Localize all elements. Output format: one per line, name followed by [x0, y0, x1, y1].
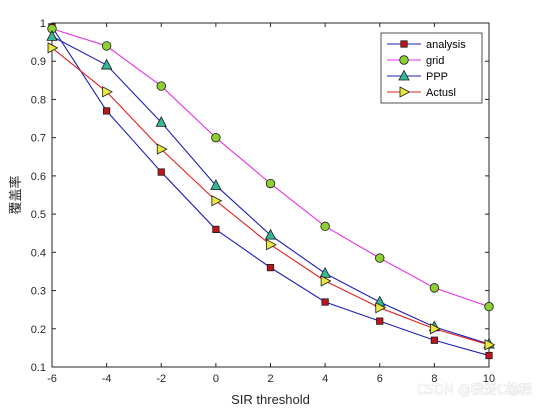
data-point [212, 225, 220, 233]
x-tick-label: 4 [322, 373, 328, 385]
x-tick-label: -2 [156, 373, 166, 385]
data-point [375, 253, 385, 263]
data-point [211, 195, 223, 207]
legend-marker [398, 69, 410, 81]
data-point [211, 132, 221, 143]
data-point [210, 179, 222, 190]
y-tick-label: 1 [40, 18, 46, 30]
legend-label: analysis [426, 39, 466, 51]
x-tick-label: 10 [483, 373, 495, 385]
legend-item: PPP [387, 69, 448, 83]
legend-item: Actusl [387, 86, 456, 99]
data-point [264, 228, 277, 240]
legend-marker [399, 86, 411, 98]
legend-item: analysis [387, 39, 466, 51]
data-point [46, 30, 58, 41]
series-actusl [47, 42, 496, 351]
x-tick-label: 8 [431, 373, 437, 385]
legend: analysis grid PPP Actusl [380, 32, 483, 104]
x-tick-label: 0 [213, 373, 219, 385]
data-point [101, 41, 112, 51]
series-grid [47, 24, 494, 312]
legend-box [380, 32, 483, 104]
data-point [321, 298, 329, 306]
x-tick-label: 6 [377, 373, 383, 385]
y-tick-label: 0.1 [31, 362, 46, 374]
y-tick-label: 0.8 [31, 94, 46, 106]
data-point [266, 239, 277, 251]
data-point [484, 339, 496, 351]
x-axis-label: SIR threshold [231, 392, 310, 407]
data-point [156, 143, 168, 155]
data-point [156, 81, 166, 91]
axis-ticks: -6 -4 -2 0 2 4 6 8 10 0.1 0.2 0.3 0.4 0.5 0.6 0.7 0.8 0.9… [31, 18, 495, 385]
legend-marker [399, 55, 409, 65]
series-layer [46, 23, 496, 360]
x-tick-label: -4 [102, 373, 112, 385]
data-point [100, 58, 113, 70]
legend-label: grid [426, 55, 444, 67]
y-tick-label: 0.5 [31, 209, 46, 221]
data-point [484, 301, 494, 312]
y-tick-label: 0.6 [31, 171, 46, 183]
y-tick-label: 0.2 [31, 324, 46, 336]
data-point [103, 107, 111, 115]
y-tick-label: 0.9 [31, 56, 46, 68]
legend-label: PPP [426, 71, 448, 83]
data-point [155, 116, 167, 127]
data-point [485, 351, 493, 360]
data-point [157, 168, 165, 176]
data-point [376, 317, 384, 325]
data-point [265, 178, 276, 189]
y-tick-label: 0.3 [31, 286, 46, 298]
data-point [102, 86, 113, 98]
y-tick-label: 0.7 [31, 133, 46, 145]
data-point [266, 264, 275, 272]
x-tick-label: 2 [267, 373, 273, 385]
legend-label: Actusl [426, 87, 456, 99]
data-point [430, 336, 438, 344]
y-tick-label: 0.4 [31, 247, 46, 259]
x-tick-label: -6 [47, 373, 57, 385]
data-point [429, 283, 440, 293]
y-axis-label: 覆盖率 [8, 175, 23, 214]
data-point [47, 42, 59, 54]
watermark: CSDN @我爱C编程 [417, 383, 532, 398]
data-point [320, 221, 330, 232]
data-point [319, 266, 331, 278]
legend-item: grid [387, 55, 444, 67]
data-point [375, 302, 387, 314]
legend-marker [400, 40, 408, 48]
data-point [320, 275, 332, 287]
data-point [429, 323, 441, 335]
